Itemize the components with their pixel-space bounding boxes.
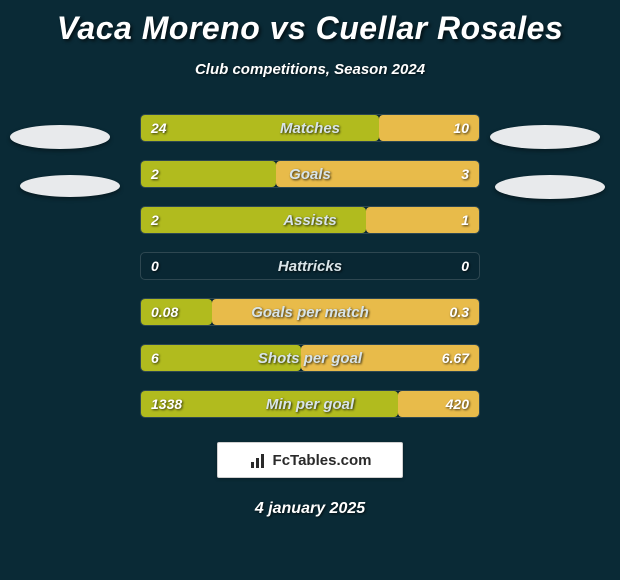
stat-value-left: 6 bbox=[151, 345, 159, 371]
logo-text: FcTables.com bbox=[273, 452, 372, 469]
bars-icon bbox=[249, 450, 269, 470]
stats-container: Matches2410Goals23Assists21Hattricks00Go… bbox=[0, 114, 620, 418]
stat-label: Min per goal bbox=[141, 391, 479, 417]
stat-value-right: 1 bbox=[461, 207, 469, 233]
stat-value-left: 1338 bbox=[151, 391, 182, 417]
page-title: Vaca Moreno vs Cuellar Rosales bbox=[0, 0, 620, 47]
stat-label: Hattricks bbox=[141, 253, 479, 279]
stat-label: Shots per goal bbox=[141, 345, 479, 371]
left-team-badge-2 bbox=[20, 175, 120, 197]
date-label: 4 january 2025 bbox=[0, 500, 620, 518]
stat-value-left: 2 bbox=[151, 161, 159, 187]
stat-row: Shots per goal6 6.67 bbox=[140, 344, 480, 372]
right-team-badge-2 bbox=[495, 175, 605, 199]
stat-value-left: 0 bbox=[151, 253, 159, 279]
stat-value-right: 6.67 bbox=[442, 345, 469, 371]
stat-value-left: 24 bbox=[151, 115, 167, 141]
stat-value-right: 0.3 bbox=[450, 299, 469, 325]
stat-label: Goals per match bbox=[141, 299, 479, 325]
stat-value-right: 420 bbox=[446, 391, 469, 417]
stat-label: Matches bbox=[141, 115, 479, 141]
stat-value-left: 0.08 bbox=[151, 299, 178, 325]
stat-row: Min per goal1338 420 bbox=[140, 390, 480, 418]
page-subtitle: Club competitions, Season 2024 bbox=[0, 61, 620, 78]
stat-row: Goals per match0.08 0.3 bbox=[140, 298, 480, 326]
fctables-logo: FcTables.com bbox=[217, 442, 403, 478]
left-team-badge-1 bbox=[10, 125, 110, 149]
stat-value-right: 0 bbox=[461, 253, 469, 279]
stat-label: Assists bbox=[141, 207, 479, 233]
stat-row: Hattricks0 0 bbox=[140, 252, 480, 280]
stat-value-left: 2 bbox=[151, 207, 159, 233]
stat-row: Matches24 10 bbox=[140, 114, 480, 142]
stat-row: Assists2 1 bbox=[140, 206, 480, 234]
stat-value-right: 3 bbox=[461, 161, 469, 187]
stat-label: Goals bbox=[141, 161, 479, 187]
stat-value-right: 10 bbox=[453, 115, 469, 141]
stat-row: Goals2 3 bbox=[140, 160, 480, 188]
right-team-badge-1 bbox=[490, 125, 600, 149]
